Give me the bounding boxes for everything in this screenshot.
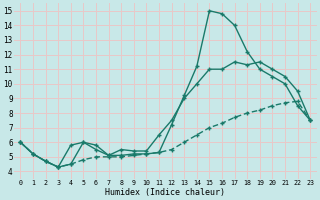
- X-axis label: Humidex (Indice chaleur): Humidex (Indice chaleur): [105, 188, 225, 197]
